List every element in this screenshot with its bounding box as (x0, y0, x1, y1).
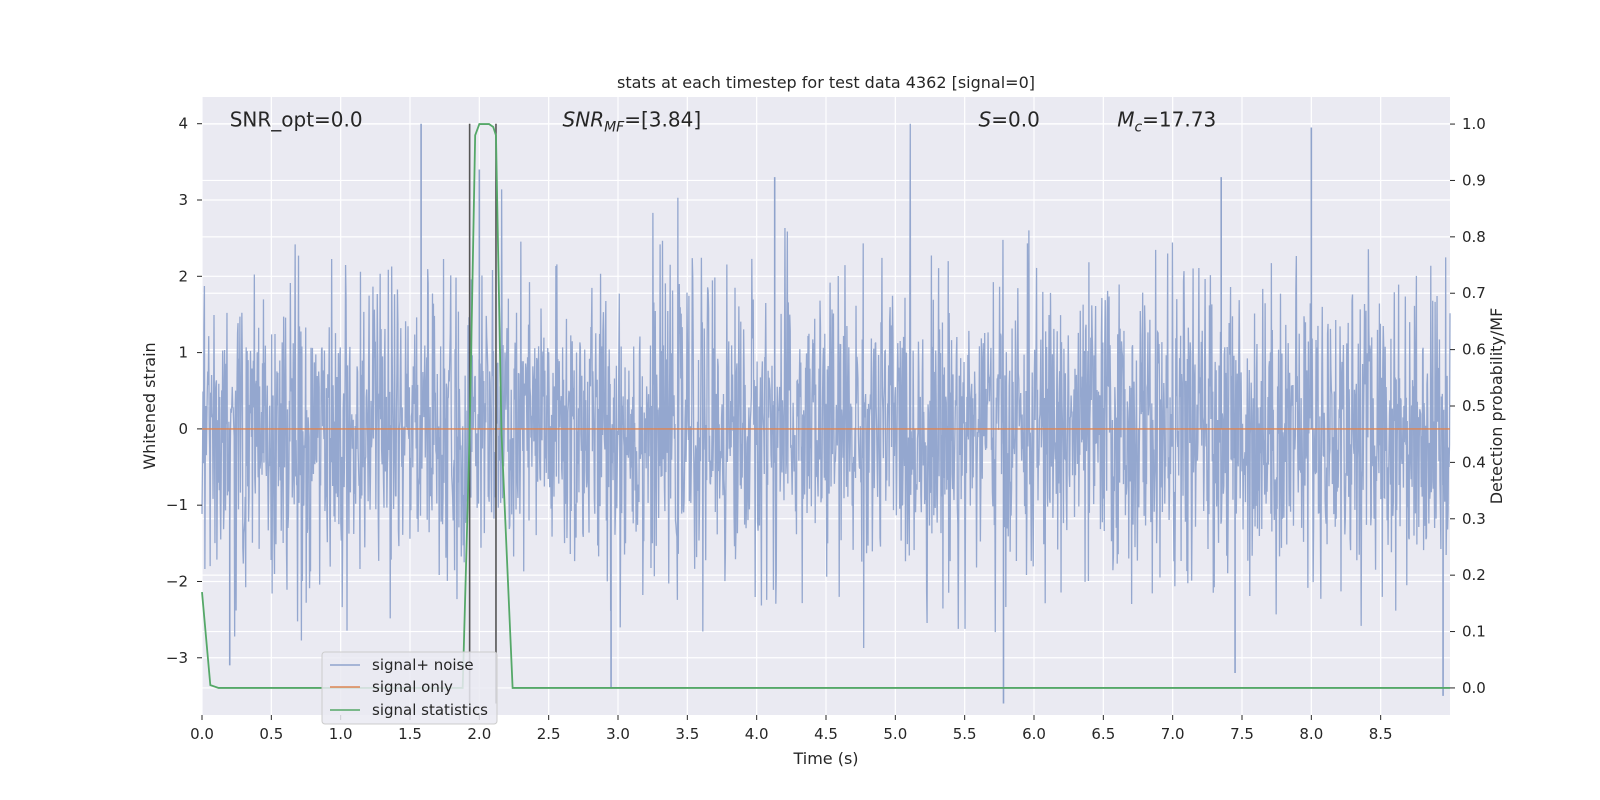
y2-tick-label: 0.8 (1462, 228, 1486, 246)
annotation-1: SNRMF=[3.84] (563, 108, 702, 136)
y2-tick-label: 0.0 (1462, 679, 1486, 697)
chart-title: stats at each timestep for test data 436… (617, 73, 1035, 92)
y2-axis-label: Detection probability/MF (1487, 308, 1506, 505)
x-tick-label: 3.0 (606, 725, 630, 743)
x-tick-label: 8.0 (1299, 725, 1323, 743)
x-tick-label: 6.5 (1091, 725, 1115, 743)
annotation-3: Mc=17.73 (1117, 108, 1216, 136)
legend-label-signal-statistics: signal statistics (372, 701, 488, 719)
y2-tick-label: 0.3 (1462, 510, 1486, 528)
y-tick-label: −1 (166, 496, 188, 514)
x-tick-label: 1.0 (329, 725, 353, 743)
series-signal-plus-noise (201, 123, 1451, 704)
y-axis-ticks: 4 3 2 1 0 −1 −2 −3 (166, 115, 202, 667)
y-tick-label: 0 (178, 420, 188, 438)
y2-tick-label: 0.7 (1462, 284, 1486, 302)
x-tick-label: 8.5 (1369, 725, 1393, 743)
annotations: SNR_opt=0.0 SNRMF=[3.84] S=0.0 Mc=17.73 (230, 108, 1216, 136)
signal-statistics-line (201, 123, 1450, 689)
y2-tick-label: 0.9 (1462, 171, 1486, 189)
y2-axis-ticks: 1.0 0.9 0.8 0.7 0.6 0.5 0.4 0.3 0.2 0.1 0.0 (1450, 115, 1486, 697)
x-tick-label: 5.0 (883, 725, 907, 743)
y-tick-label: 1 (178, 344, 188, 362)
x-axis-label: Time (s) (792, 749, 858, 768)
x-tick-label: 0.5 (259, 725, 283, 743)
x-tick-label: 6.0 (1022, 725, 1046, 743)
y-tick-label: 2 (178, 267, 188, 285)
x-tick-label: 2.5 (537, 725, 561, 743)
y2-tick-label: 0.2 (1462, 566, 1486, 584)
x-tick-label: 0.0 (190, 725, 214, 743)
y2-tick-label: 0.4 (1462, 453, 1486, 471)
y-tick-label: −3 (166, 649, 188, 667)
x-tick-label: 7.0 (1161, 725, 1185, 743)
series-lines (201, 123, 1450, 704)
y2-tick-label: 0.6 (1462, 341, 1486, 359)
y-axis-label: Whitened strain (140, 342, 159, 469)
y2-tick-label: 1.0 (1462, 115, 1486, 133)
legend-box (321, 651, 498, 725)
annotation-0: SNR_opt=0.0 (230, 108, 363, 132)
y-tick-label: 3 (178, 191, 188, 209)
y2-tick-label: 0.5 (1462, 397, 1486, 415)
legend-label-signal-plus-noise: signal+ noise (372, 656, 474, 674)
legend: signal+ noise signal only signal statist… (321, 651, 498, 725)
x-tick-label: 1.5 (398, 725, 422, 743)
x-tick-label: 7.5 (1230, 725, 1254, 743)
annotation-2: S=0.0 (979, 108, 1040, 132)
noise-trace (201, 123, 1451, 648)
x-tick-label: 3.5 (675, 725, 699, 743)
x-tick-label: 4.5 (814, 725, 838, 743)
y-tick-label: −2 (166, 572, 188, 590)
legend-label-signal-only: signal only (372, 678, 453, 696)
y-tick-label: 4 (178, 115, 188, 133)
x-tick-label: 2.0 (467, 725, 491, 743)
y2-tick-label: 0.1 (1462, 623, 1486, 641)
x-axis-ticks: 0.0 0.5 1.0 1.5 2.0 2.5 3.0 3.5 4.0 4.5 5.0 5.5 6.0 6… (190, 715, 1393, 743)
x-tick-label: 4.0 (745, 725, 769, 743)
x-tick-label: 5.5 (953, 725, 977, 743)
